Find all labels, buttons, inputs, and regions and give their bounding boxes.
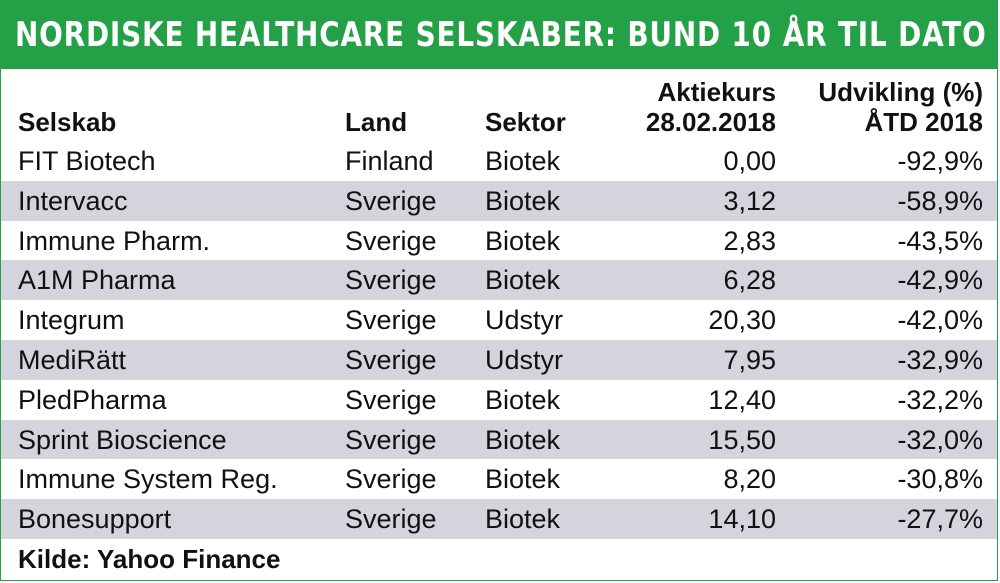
cell-sector: Biotek [485, 424, 561, 455]
header-price-line1: Aktiekurs [657, 77, 777, 107]
cell-country: Sverige [345, 384, 437, 415]
title-banner: NORDISKE HEALTHCARE SELSKABER: BUND 10 Å… [1, 1, 997, 69]
source-note: Kilde: Yahoo Finance [18, 544, 281, 574]
cell-change: -92,9% [897, 146, 983, 176]
table-body: FIT Biotech Finland Biotek 0,00 -92,9% Interv… [1, 141, 997, 539]
cell-country: Sverige [345, 424, 437, 455]
cell-company: Immune System Reg. [18, 464, 278, 495]
cell-company: Intervacc [18, 185, 128, 216]
period-label: ÅR TIL DATO [783, 15, 987, 55]
header-change-line2: ÅTD 2018 [864, 107, 984, 137]
header-price: Aktiekurs 28.02.2018 [646, 77, 776, 137]
table-row: Integrum Sverige Udstyr 20,30 -42,0% [1, 300, 997, 340]
cell-price: 14,10 [708, 504, 776, 535]
cell-sector: Biotek [485, 185, 561, 216]
cell-country: Sverige [345, 504, 437, 535]
cell-country: Sverige [345, 185, 437, 216]
cell-change: -27,7% [897, 504, 983, 535]
cell-company: PledPharma [18, 384, 167, 415]
table-row: Sprint Bioscience Sverige Biotek 15,50 -32,0… [1, 419, 997, 460]
cell-country: Sverige [345, 225, 437, 256]
cell-price: 2,83 [723, 225, 776, 256]
cell-change: -43,5% [897, 225, 983, 256]
cell-price: 3,12 [723, 185, 776, 216]
table-row: Immune Pharm. Sverige Biotek 2,83 -43,5% [1, 221, 997, 261]
cell-change: -58,9% [897, 185, 983, 216]
cell-company: Immune Pharm. [18, 225, 211, 256]
cell-sector: Udstyr [485, 305, 564, 336]
cell-company: MediRätt [18, 344, 127, 375]
cell-change: -32,2% [897, 384, 983, 415]
cell-price: 8,20 [723, 464, 776, 495]
cell-change: -30,8% [897, 464, 983, 495]
table-row: MediRätt Sverige Udstyr 7,95 -32,9% [1, 339, 997, 380]
cell-price: 15,50 [708, 424, 776, 455]
header-country: Land [345, 107, 408, 137]
cell-price: 12,40 [708, 384, 776, 415]
cell-company: Integrum [18, 305, 125, 336]
cell-company: A1M Pharma [18, 265, 176, 296]
table-title: NORDISKE HEALTHCARE SELSKABER: BUND 10 [15, 15, 772, 55]
cell-country: Finland [345, 146, 434, 176]
cell-company: FIT Biotech [18, 146, 156, 176]
cell-sector: Biotek [485, 265, 561, 296]
cell-company: Sprint Bioscience [18, 424, 227, 455]
table-row: Intervacc Sverige Biotek 3,12 -58,9% [1, 180, 997, 221]
cell-sector: Biotek [485, 146, 561, 176]
table-row: PledPharma Sverige Biotek 12,40 -32,2% [1, 380, 997, 420]
table-row: Bonesupport Sverige Biotek 14,10 -27,7% [1, 499, 997, 539]
header-change-line1: Udvikling (%) [818, 77, 983, 107]
cell-price: 20,30 [708, 305, 776, 336]
header-company: Selskab [18, 107, 117, 137]
cell-country: Sverige [345, 464, 437, 495]
cell-price: 6,28 [723, 265, 776, 296]
header-price-line2: 28.02.2018 [645, 107, 776, 137]
cell-change: -42,9% [897, 265, 983, 296]
cell-change: -32,9% [897, 344, 983, 375]
cell-country: Sverige [345, 305, 437, 336]
cell-sector: Biotek [485, 464, 561, 495]
cell-company: Bonesupport [18, 504, 172, 535]
table-row: Immune System Reg. Sverige Biotek 8,20 -30,8… [1, 459, 997, 499]
cell-sector: Biotek [485, 504, 561, 535]
cell-country: Sverige [345, 344, 437, 375]
table-row: A1M Pharma Sverige Biotek 6,28 -42,9% [1, 260, 997, 301]
cell-sector: Udstyr [485, 344, 564, 375]
cell-sector: Biotek [485, 225, 561, 256]
cell-change: -42,0% [897, 305, 983, 336]
header-row: Selskab Land Sektor Aktiekurs 28.02.2018… [1, 69, 997, 141]
cell-price: 0,00 [723, 146, 776, 176]
cell-sector: Biotek [485, 384, 561, 415]
cell-country: Sverige [345, 265, 437, 296]
cell-price: 7,95 [723, 344, 776, 375]
header-sector: Sektor [485, 107, 566, 137]
cell-change: -32,0% [897, 424, 983, 455]
table-row: FIT Biotech Finland Biotek 0,00 -92,9% [1, 141, 997, 181]
header-change: Udvikling (%) ÅTD 2018 [818, 77, 983, 137]
